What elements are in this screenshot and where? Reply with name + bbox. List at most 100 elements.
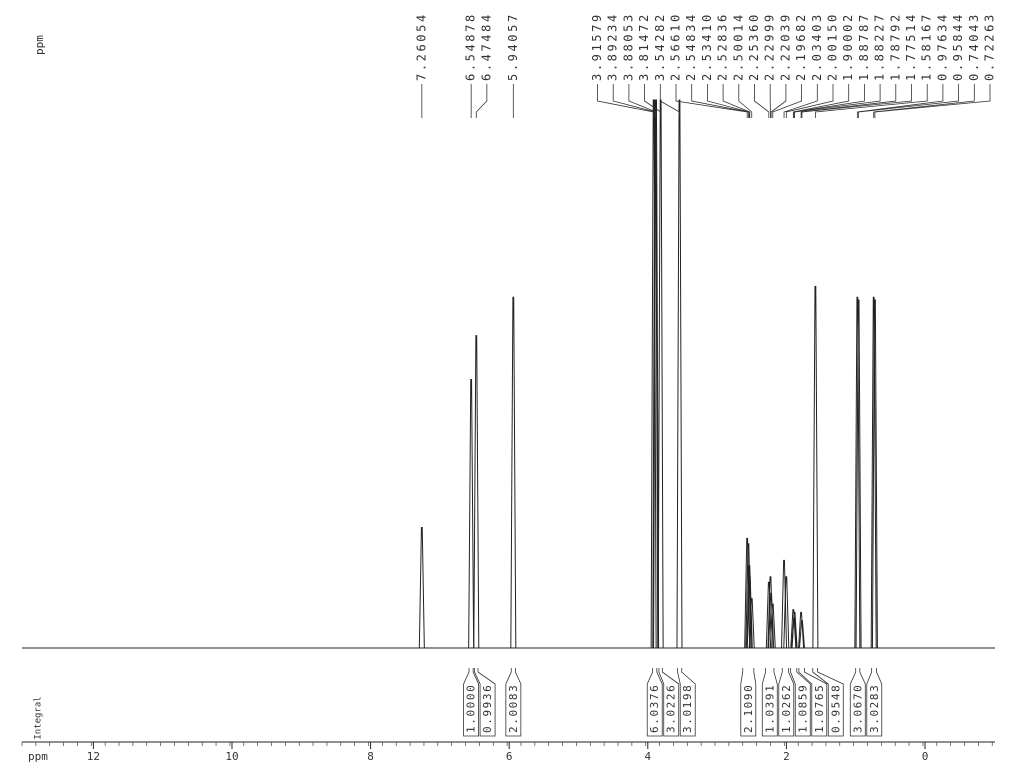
- x-tick-label: 4: [644, 750, 651, 763]
- integral-bracket: [849, 668, 866, 737]
- peak: [854, 296, 861, 649]
- x-tick-label: 10: [225, 750, 238, 763]
- peak-leader: [873, 84, 975, 118]
- peak-label: 5.94057: [506, 12, 520, 81]
- peak-label: 7.26054: [414, 12, 428, 81]
- x-tick-label: 12: [87, 750, 100, 763]
- integral-bracket: [677, 668, 696, 737]
- peak: [769, 603, 776, 649]
- integral-bracket: [778, 668, 795, 737]
- peak-leader: [675, 84, 748, 118]
- peak: [473, 335, 480, 649]
- peak-label: 3.81472: [637, 12, 651, 81]
- peak-leader: [628, 84, 657, 118]
- integral-bracket: [812, 668, 844, 737]
- peak-label: 1.88227: [873, 12, 887, 81]
- peak-label: 6.47484: [479, 12, 493, 81]
- peak-label: 2.22999: [763, 12, 777, 81]
- peak-leader: [707, 84, 750, 118]
- peak-leader: [612, 84, 656, 118]
- peak: [871, 299, 878, 649]
- integral-bracket: [761, 668, 778, 737]
- peak: [657, 99, 664, 649]
- peak-label: 1.77514: [904, 12, 918, 81]
- peak: [855, 299, 862, 649]
- x-tick-label: 6: [506, 750, 513, 763]
- peak-leader: [874, 84, 991, 118]
- peak-leader: [770, 84, 787, 118]
- peak-leader: [800, 84, 897, 118]
- peak-label: 2.03403: [810, 12, 824, 81]
- integral-label: 3.0283: [868, 684, 881, 733]
- peak-leader: [801, 84, 912, 118]
- peak: [790, 609, 797, 649]
- integral-label: 3.0198: [681, 684, 694, 733]
- peak-leader: [754, 84, 770, 118]
- integral-label: 2.0083: [507, 684, 520, 733]
- peak: [783, 576, 790, 649]
- integral-label: 2.1090: [742, 684, 755, 733]
- peak-label: 2.50014: [731, 12, 745, 81]
- peak-label: 0.72263: [983, 12, 997, 81]
- integral-label: 3.0226: [665, 684, 678, 733]
- peak-leader: [597, 84, 655, 118]
- peak-leader: [772, 84, 802, 118]
- peak-leader: [644, 84, 662, 118]
- peak-label: 3.89234: [606, 12, 620, 81]
- peak: [748, 598, 755, 649]
- peak-label: 2.56610: [669, 12, 683, 81]
- peak-leader: [858, 84, 959, 118]
- peak-label: 2.52836: [716, 12, 730, 81]
- integral-bracket: [866, 668, 883, 737]
- integral-bracket: [474, 668, 496, 737]
- integral-label: 1.0262: [780, 684, 793, 733]
- peak-leader: [659, 84, 680, 118]
- peak-label: 3.88053: [621, 12, 635, 81]
- integral-bracket: [790, 668, 811, 737]
- peak-label: 1.90002: [841, 12, 855, 81]
- peak: [768, 592, 775, 649]
- integral-bracket: [463, 668, 479, 737]
- peak: [798, 611, 805, 649]
- x-axis-label: ppm: [28, 750, 48, 763]
- integral-bracket: [505, 668, 522, 737]
- peak: [791, 611, 798, 649]
- peak-label: 0.74043: [967, 12, 981, 81]
- peak-leader: [794, 84, 881, 118]
- integral-label: 1.0765: [813, 684, 826, 733]
- peak: [676, 99, 683, 649]
- x-tick-label: 8: [367, 750, 374, 763]
- x-tick-label: 2: [783, 750, 790, 763]
- peak: [653, 99, 660, 649]
- peak: [870, 296, 877, 649]
- peak-leader: [793, 84, 865, 118]
- integral-label: 0.9936: [481, 684, 494, 733]
- peak-leader: [856, 84, 944, 118]
- integral-label: 0.9548: [829, 684, 842, 733]
- peak-leader: [792, 84, 850, 118]
- peak-label: 2.54834: [684, 12, 698, 81]
- peak-unit-label: ppm: [33, 35, 46, 55]
- integral-label: 6.0376: [648, 684, 661, 733]
- peak-leader: [475, 84, 488, 118]
- peak-leader: [691, 84, 749, 118]
- integral-label: 1.0000: [465, 684, 478, 733]
- peak-label: 2.53410: [700, 12, 714, 81]
- peak: [798, 620, 805, 649]
- peak-label: 2.22039: [778, 12, 792, 81]
- x-tick-label: 0: [922, 750, 929, 763]
- peak-label: 0.97634: [935, 12, 949, 81]
- integral-label: Integral: [34, 696, 44, 739]
- peak-label: 2.00150: [826, 12, 840, 81]
- integral-label: 1.0859: [796, 684, 809, 733]
- peak-label: 3.54282: [653, 12, 667, 81]
- peak-label: 2.25360: [747, 12, 761, 81]
- peak-leader: [783, 84, 818, 118]
- integral-label: 3.0670: [851, 684, 864, 733]
- peak-label: 1.88787: [857, 12, 871, 81]
- peak: [468, 378, 475, 649]
- integral-label: 1.0391: [763, 684, 776, 733]
- peak-label: 3.91579: [590, 12, 604, 81]
